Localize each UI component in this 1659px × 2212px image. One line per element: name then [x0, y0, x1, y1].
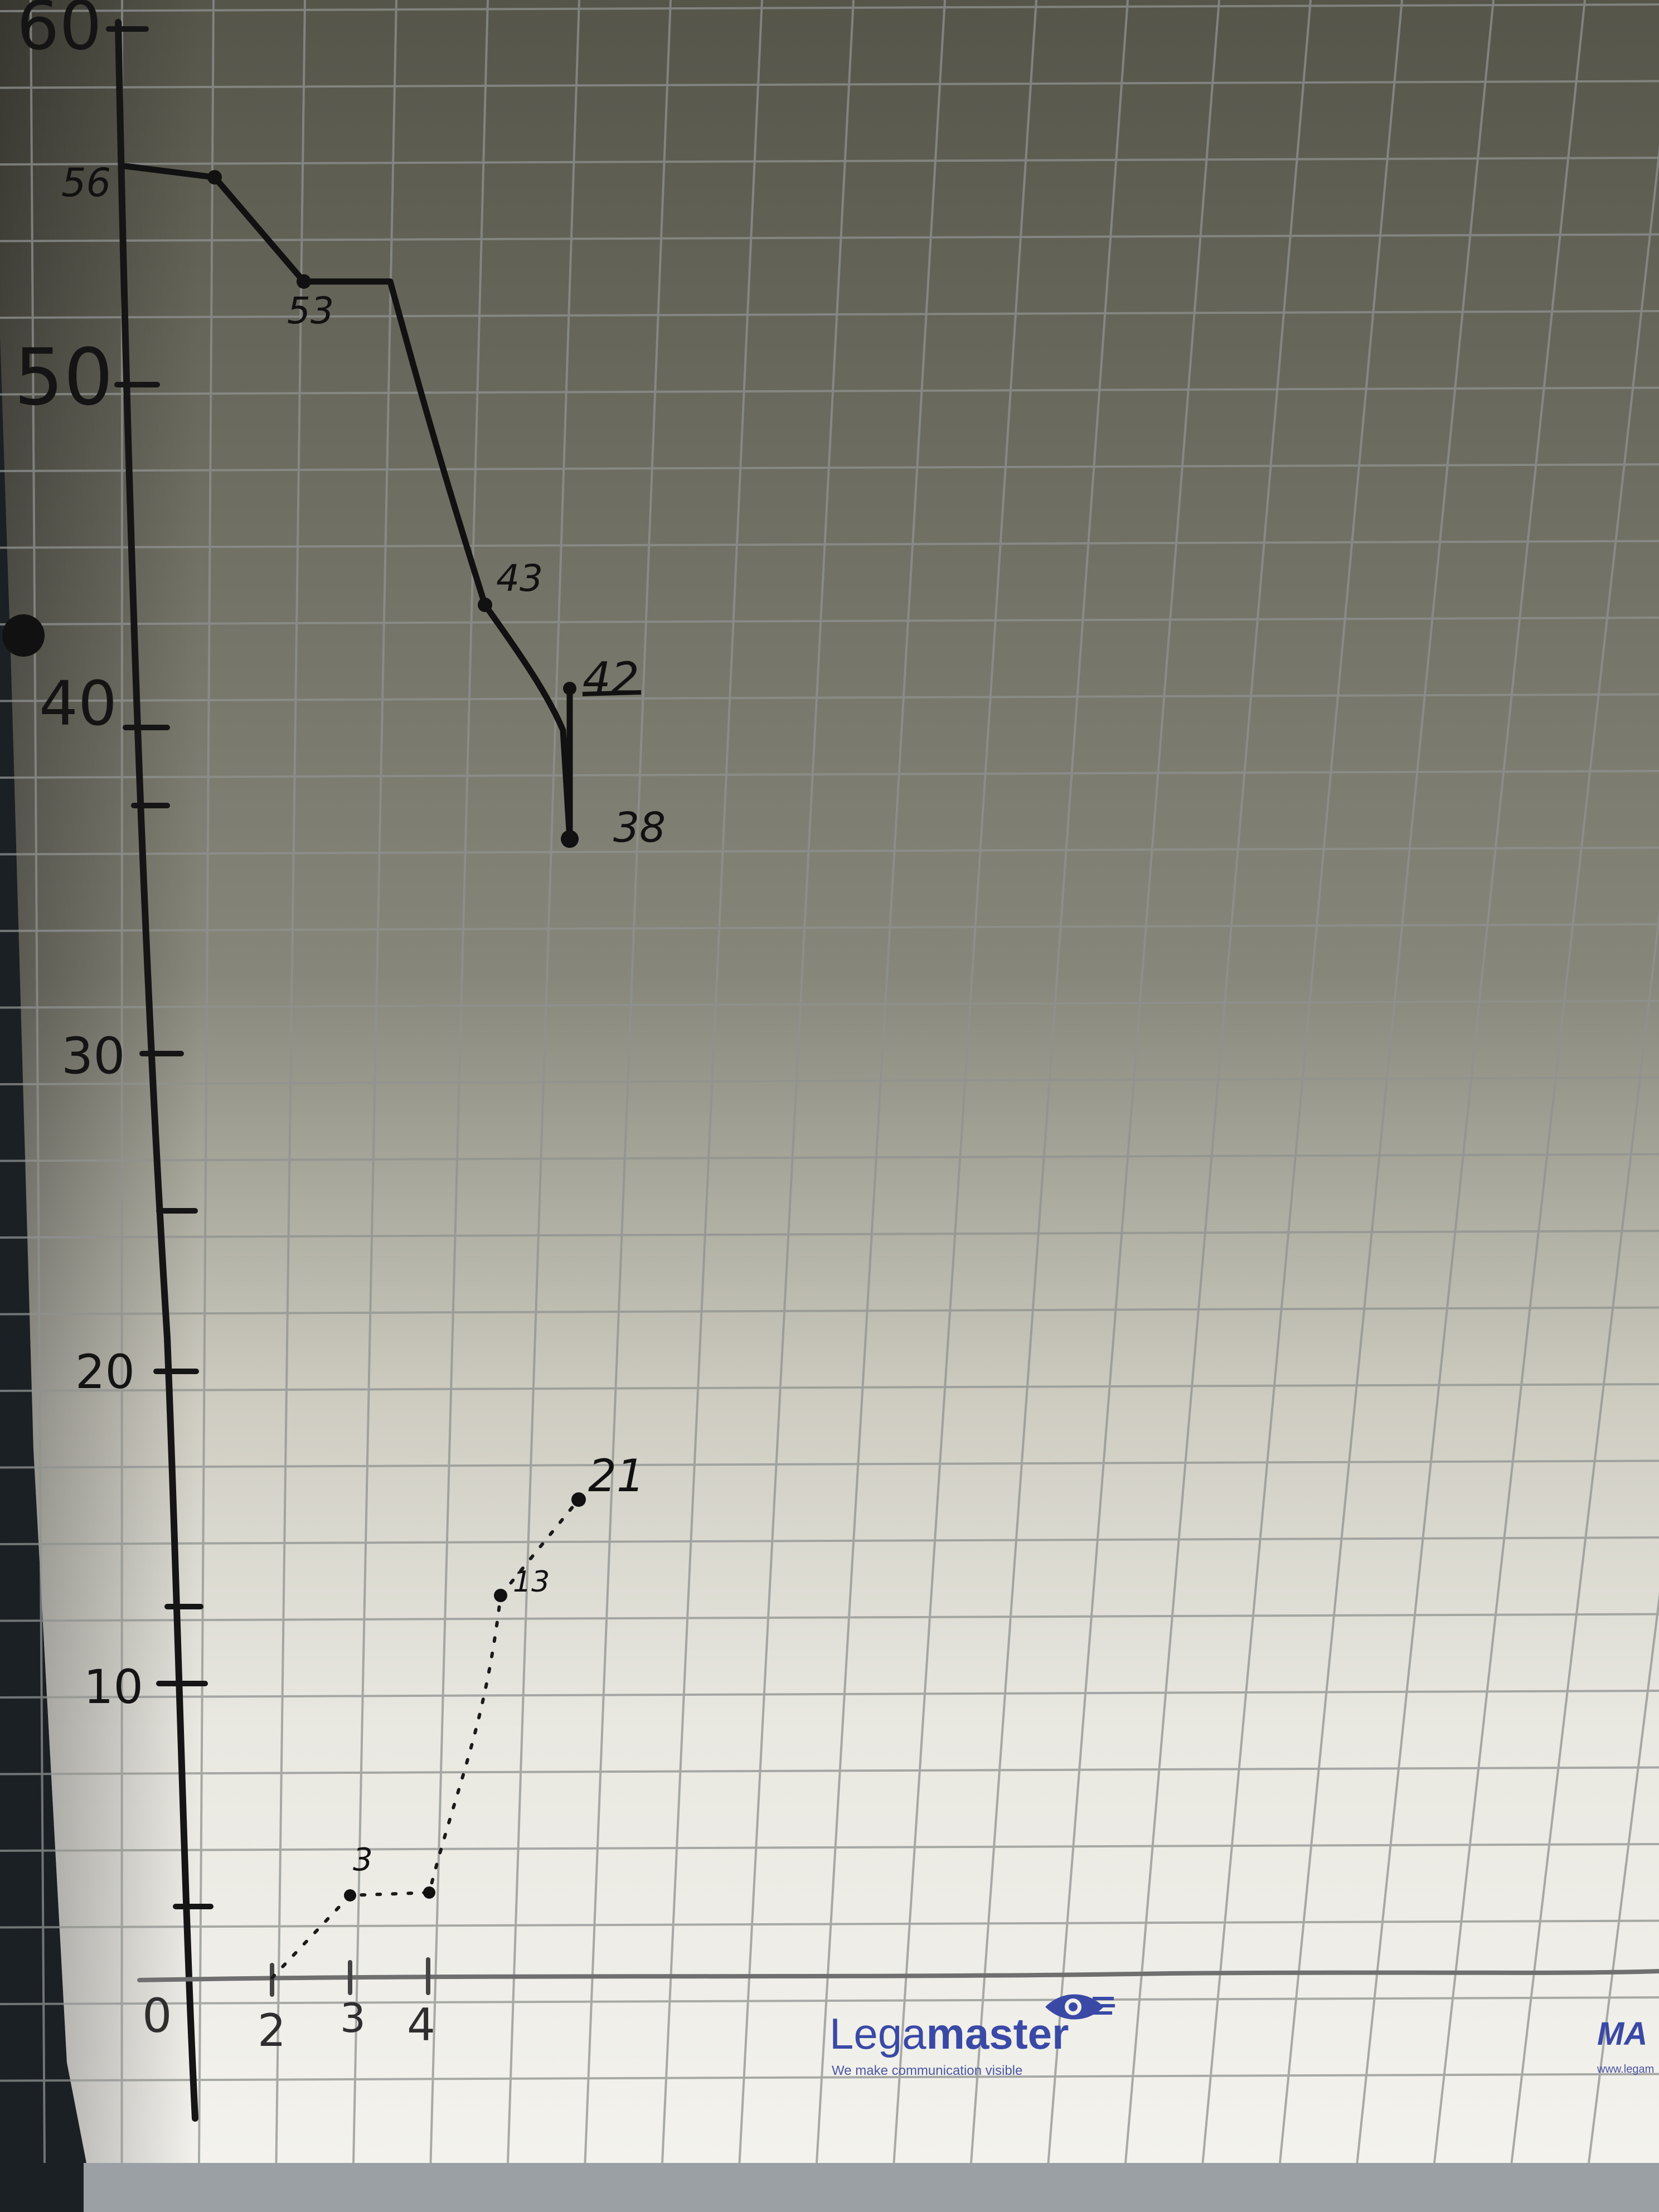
solid-label-43: 43 [496, 557, 543, 600]
grid-line-horizontal [0, 1690, 1659, 1699]
grid-line-horizontal [0, 1306, 1659, 1316]
dotted-point [494, 1589, 507, 1602]
solid-point [478, 598, 492, 612]
solid-series: 56 53 43 42 38 [61, 160, 666, 852]
brand-wordmark-light: Lega [830, 2009, 926, 2058]
brand-tagline: We make communication visible [832, 2063, 1022, 2078]
dotted-series-path [270, 1498, 580, 1980]
grid-line-horizontal [0, 1459, 1659, 1469]
grid-line-horizontal [0, 1076, 1659, 1085]
grid-line-vertical [1433, 144, 1659, 2164]
y-tick-label-0: 0 [142, 1988, 172, 2043]
grid-lines [0, 0, 1659, 2164]
grid-line-horizontal [0, 617, 1659, 625]
grid-line-horizontal [0, 1536, 1659, 1545]
x-tick-label-3: 3 [340, 1995, 366, 2041]
x-axis-ticks [270, 1957, 430, 1997]
dotted-label-3: 3 [353, 1842, 373, 1878]
grid-line-horizontal [0, 923, 1659, 932]
grid-line-horizontal [0, 157, 1659, 166]
grid-line-horizontal [0, 770, 1659, 779]
brand-logo: Legamaster We make communication visible… [830, 1994, 1654, 2078]
brand-wordmark-bold: master [926, 2009, 1069, 2058]
solid-point [207, 170, 222, 185]
grid-line-horizontal [0, 310, 1659, 319]
x-tick-label-4: 4 [407, 1999, 435, 2051]
grid-line-vertical [1588, 1592, 1659, 2164]
grid-line-vertical [198, 0, 215, 2164]
y-tick-label-30: 30 [61, 1027, 125, 1085]
grid-line-vertical [120, 0, 123, 2164]
y-tick-label-60: 60 [17, 0, 102, 65]
grid-line-horizontal [0, 2073, 1659, 2082]
dotted-point [344, 1889, 356, 1901]
brand-wordmark: Legamaster [830, 2009, 1069, 2058]
solid-label-38: 38 [613, 804, 666, 852]
grid-line-horizontal [0, 1383, 1659, 1392]
grid-line-vertical [1201, 0, 1403, 2164]
y-tick-label-50: 50 [14, 332, 113, 423]
grid-line-horizontal [0, 1766, 1659, 1776]
grid-line-horizontal [0, 1613, 1659, 1622]
grid-line-horizontal [0, 1919, 1659, 1929]
dotted-series: 3 13 21 [270, 1450, 645, 1980]
solid-point [563, 682, 576, 695]
y-tick-label-40: 40 [39, 668, 117, 739]
partial-brand-text: MA [1597, 2016, 1647, 2052]
grid-line-horizontal [0, 1996, 1659, 2005]
solid-point [297, 274, 311, 289]
y-axis-labels: 60 50 40 30 20 10 0 [14, 0, 172, 2043]
grid-line-vertical [1510, 908, 1659, 2164]
x-axis-labels: 2 3 4 [258, 1995, 435, 2056]
grid-line-vertical [970, 0, 1129, 2164]
solid-point [561, 830, 579, 848]
grid-line-vertical [1356, 0, 1586, 2164]
grid-line-horizontal [0, 1843, 1659, 1852]
easel-tray [84, 2163, 1659, 2212]
dotted-label-13: 13 [513, 1565, 550, 1599]
grid-line-vertical [1047, 0, 1220, 2164]
grid-line-horizontal [0, 1000, 1659, 1009]
grid-line-horizontal [0, 693, 1659, 702]
grid-line-vertical [352, 0, 397, 2164]
y-tick-label-10: 10 [84, 1660, 143, 1714]
punch-hole [2, 614, 45, 657]
grid-line-horizontal [0, 463, 1659, 472]
dotted-point [423, 1886, 435, 1899]
solid-label-42: 42 [583, 653, 639, 705]
grid-line-horizontal [0, 80, 1659, 89]
x-tick-label-2: 2 [258, 2005, 286, 2056]
solid-label-56: 56 [61, 160, 111, 206]
grid-line-horizontal [0, 1230, 1659, 1239]
y-axis-line [115, 19, 198, 2122]
dotted-point [571, 1492, 586, 1507]
grid-line-vertical [30, 0, 46, 2164]
partial-url-text: www.legam [1597, 2063, 1654, 2075]
solid-series-path [122, 163, 573, 842]
grid-line-horizontal [0, 1153, 1659, 1162]
grid-line-vertical [1124, 0, 1312, 2164]
eye-icon [1045, 1994, 1115, 2020]
dotted-label-21: 21 [588, 1450, 645, 1502]
solid-label-53: 53 [287, 289, 334, 332]
grid-line-horizontal [0, 386, 1659, 396]
y-tick-label-20: 20 [75, 1345, 135, 1399]
grid-line-vertical [1279, 0, 1495, 2164]
y-axis-ticks [106, 26, 214, 1909]
grid-line-vertical [275, 0, 306, 2164]
grid-line-horizontal [0, 3, 1659, 12]
grid-line-horizontal [0, 540, 1659, 549]
grid-line-horizontal [0, 233, 1659, 242]
solid-label-42-underline [582, 690, 642, 696]
grid-line-horizontal [0, 846, 1659, 856]
